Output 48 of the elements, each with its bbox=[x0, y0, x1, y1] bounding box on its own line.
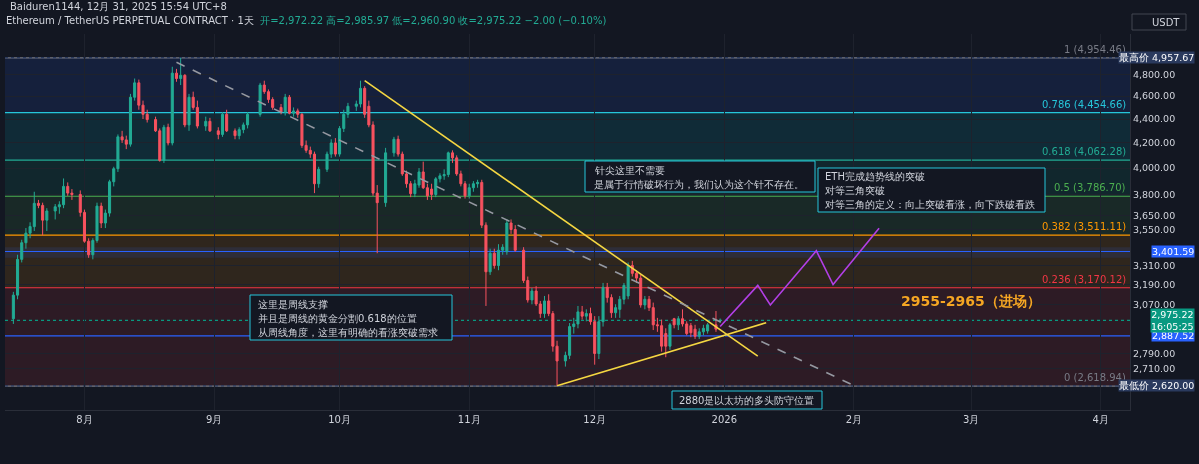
y-tick-label: 2,710.00 bbox=[1132, 362, 1176, 374]
y-tick-label: 4,600.00 bbox=[1132, 90, 1176, 102]
y-tick-label: 3,800.00 bbox=[1132, 188, 1176, 200]
x-tick-label: 8月 bbox=[76, 414, 93, 425]
ref-line-label: 0 (2,618.94) bbox=[1064, 372, 1126, 383]
ref-line-label: 0.382 (3,511.11) bbox=[1042, 221, 1127, 232]
ref-line-label: 最低价 2,620.00 bbox=[1119, 380, 1195, 391]
x-tick-label: 2026 bbox=[711, 414, 738, 425]
y-tick-label: 3,310.00 bbox=[1132, 259, 1176, 271]
y-tick-label: 3,190.00 bbox=[1132, 278, 1176, 290]
x-tick-label: 2月 bbox=[845, 414, 863, 425]
ref-line-label: 0.786 (4,454.66) bbox=[1042, 99, 1127, 110]
annotation: 对等三角突破 bbox=[825, 185, 885, 196]
annotation: 从周线角度，这里有明确的看涨突破需求 bbox=[258, 327, 438, 338]
annotation: 2880是以太坊的多头防守位置 bbox=[679, 395, 815, 406]
y-tick-label: 3,650.00 bbox=[1132, 209, 1176, 221]
y-tick-label: 3,070.00 bbox=[1132, 298, 1176, 310]
ref-line-label: 0.618 (4,062.28) bbox=[1042, 146, 1127, 157]
y-tick-label: 4,200.00 bbox=[1132, 137, 1176, 149]
chart-subtitle: 开=2,972.22 高=2,985.97 低=2,960.90 收=2,975.22 −2.00 (−0.10%) bbox=[260, 14, 607, 26]
y-tick-label: 4,400.00 bbox=[1132, 113, 1176, 125]
x-tick-label: 9月 bbox=[205, 414, 223, 425]
ref-line-label: 3,401.59 bbox=[1152, 246, 1195, 257]
y-tick-label: 2,790.00 bbox=[1132, 347, 1176, 359]
ref-line-label: 2,975.22 16:05:25 bbox=[1151, 309, 1194, 333]
x-tick-label: 10月 bbox=[328, 414, 351, 425]
y-tick-label: 4,800.00 bbox=[1132, 68, 1176, 80]
ref-line-label: 最高价 4,957.67 bbox=[1119, 52, 1195, 63]
ref-line-label: 2,887.52 bbox=[1152, 330, 1195, 341]
x-tick-label: 11月 bbox=[457, 414, 481, 425]
x-tick-label: 3月 bbox=[962, 414, 980, 425]
ref-line-label: 0.5 (3,786.70) bbox=[1054, 182, 1126, 193]
annotation: 针尖这里不需要 bbox=[594, 165, 665, 176]
annotation: ETH完成趋势线的突破 bbox=[825, 171, 925, 182]
annotation: 2955-2965（进场） bbox=[901, 293, 1041, 309]
ref-line-label: 1 (4,954.46) bbox=[1064, 44, 1126, 55]
annotation: 对等三角的定义：向上突破看涨，向下跌破看跌 bbox=[825, 199, 1035, 210]
ref-line-label: 0.236 (3,170.12) bbox=[1042, 274, 1127, 285]
y-tick-label: 3,550.00 bbox=[1132, 223, 1176, 235]
text: Baiduren1144, 12月 31, 2025 15:54 UTC+8 bbox=[10, 1, 227, 12]
y-tick-label: 4,000.00 bbox=[1132, 162, 1176, 174]
text: USDT bbox=[1152, 17, 1181, 28]
annotation: 是属于行情破坏行为，我们认为这个针不存在。 bbox=[594, 179, 804, 190]
annotation: 并且是周线的黄金分割0.618的位置 bbox=[258, 313, 417, 324]
annotation: 这里是周线支撑 bbox=[258, 299, 328, 310]
x-tick-label: 4月 bbox=[1092, 414, 1109, 425]
x-tick-label: 12月 bbox=[583, 414, 607, 425]
chart-title: Ethereum / TetherUS PERPETUAL CONTRACT · 1天 bbox=[5, 14, 254, 26]
